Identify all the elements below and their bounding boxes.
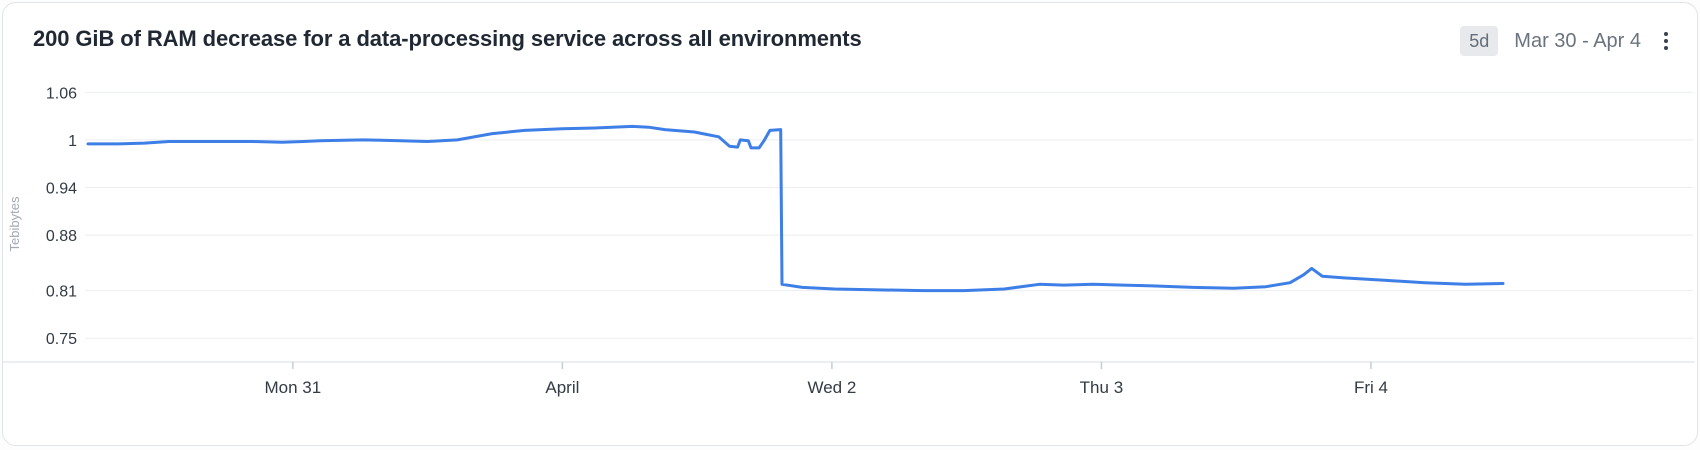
y-axis-unit-label: Tebibytes bbox=[7, 196, 22, 251]
widget-meta: 5d Mar 30 - Apr 4 bbox=[1460, 25, 1675, 56]
y-tick-label: 1 bbox=[68, 133, 77, 150]
y-tick-label: 0.94 bbox=[46, 181, 77, 198]
time-range-badge[interactable]: 5d bbox=[1460, 26, 1499, 56]
widget-header: 200 GiB of RAM decrease for a data-proce… bbox=[3, 3, 1697, 62]
y-tick-label: 0.88 bbox=[46, 228, 77, 245]
date-range-label: Mar 30 - Apr 4 bbox=[1514, 29, 1641, 52]
kebab-dot bbox=[1664, 46, 1668, 50]
y-tick-label: 0.81 bbox=[46, 284, 77, 301]
x-tick-label: April bbox=[545, 378, 579, 397]
kebab-menu-icon bbox=[1664, 32, 1668, 50]
kebab-dot bbox=[1664, 32, 1668, 36]
x-tick-label: Fri 4 bbox=[1354, 378, 1388, 397]
y-tick-label: 1.06 bbox=[46, 85, 77, 102]
x-tick-label: Mon 31 bbox=[264, 378, 321, 397]
x-tick-label: Wed 2 bbox=[807, 378, 856, 397]
x-tick-label: Thu 3 bbox=[1080, 378, 1123, 397]
widget-title: 200 GiB of RAM decrease for a data-proce… bbox=[33, 26, 862, 51]
series-line-ram-usage-tebibytes bbox=[86, 124, 1505, 293]
overflow-menu-button[interactable] bbox=[1657, 28, 1675, 54]
ram-usage-chart: 1.06 1 0.94 0.88 0.81 0.75 Mon 31 April Wed 2 Thu… bbox=[3, 85, 1695, 397]
y-tick-label: 0.75 bbox=[46, 331, 77, 348]
kebab-dot bbox=[1664, 39, 1668, 43]
